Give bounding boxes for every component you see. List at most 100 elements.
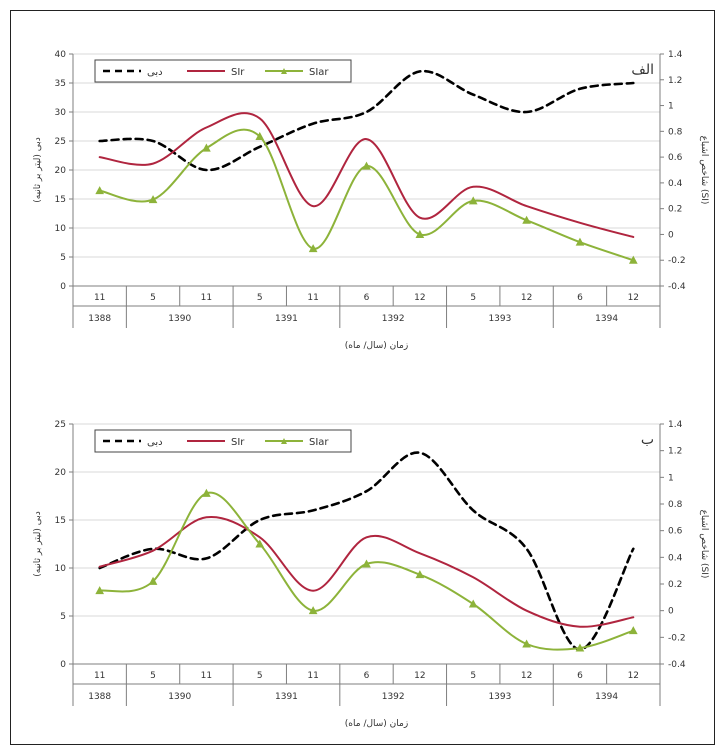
y-right-tick-label: 1 bbox=[668, 473, 674, 483]
data-point bbox=[415, 570, 425, 579]
legend-label-debi: دبی bbox=[147, 437, 163, 448]
y-left-tick-label: 25 bbox=[55, 137, 66, 147]
data-point bbox=[468, 599, 478, 608]
y-right-tick-label: 0 bbox=[668, 230, 674, 240]
x-tick-label: 12 bbox=[521, 671, 532, 681]
x-tick-label: 11 bbox=[201, 293, 212, 303]
y-left-tick-label: 40 bbox=[55, 50, 67, 60]
x-group-label: 1388 bbox=[88, 692, 111, 702]
data-point bbox=[255, 539, 265, 548]
y-right-tick-label: 0.4 bbox=[668, 179, 683, 189]
x-tick-label: 6 bbox=[364, 293, 370, 303]
chart-canvas: 0 5 10 15 20 25 30 35 40 -0.4 -0.2 0 0.2 0.4 0.6 0.8 1 1.… bbox=[33, 50, 709, 729]
x-tick-label: 5 bbox=[150, 671, 156, 681]
y-right-tick-label: 1.2 bbox=[668, 447, 682, 457]
x-tick-label: 12 bbox=[414, 671, 425, 681]
y-left-tick-label: 0 bbox=[60, 282, 66, 292]
y-right-tick-label: -0.4 bbox=[668, 282, 686, 292]
y-right-tick-label: -0.2 bbox=[668, 633, 686, 643]
y-right-tick-label: 0.6 bbox=[668, 527, 683, 537]
x-group-label: 1391 bbox=[275, 692, 298, 702]
data-point bbox=[468, 196, 478, 205]
legend-label-sir: SIr bbox=[231, 67, 245, 78]
y-left-tick-label: 30 bbox=[55, 108, 67, 118]
x-group-label: 1390 bbox=[168, 692, 191, 702]
data-point bbox=[95, 186, 105, 195]
data-point bbox=[148, 195, 158, 204]
x-tick-label: 5 bbox=[470, 293, 476, 303]
y-right-axis-title: شاخص اشباع (SI) bbox=[699, 136, 709, 205]
series-line-2 bbox=[98, 112, 635, 238]
x-group-label: 1394 bbox=[595, 314, 618, 324]
x-group-label: 1392 bbox=[382, 314, 405, 324]
legend: دبی SIr SIar bbox=[94, 429, 352, 453]
x-group-label: 1393 bbox=[488, 692, 511, 702]
legend-label-debi: دبی bbox=[147, 67, 163, 78]
data-point bbox=[415, 229, 425, 238]
y-left-tick-label: 5 bbox=[60, 612, 66, 622]
x-tick-label: 5 bbox=[257, 293, 263, 303]
y-right-tick-label: 0.2 bbox=[668, 580, 682, 590]
x-axis-title: زمان (سال/ ماه) bbox=[345, 341, 408, 351]
y-left-axis-title: دبی (لیتر بر ثانیه) bbox=[33, 137, 43, 203]
y-right-tick-label: 0.8 bbox=[668, 500, 683, 510]
legend-marker bbox=[281, 68, 287, 74]
x-group-label: 1392 bbox=[382, 692, 405, 702]
x-group-label: 1391 bbox=[275, 314, 298, 324]
y-left-tick-label: 15 bbox=[55, 195, 66, 205]
chart-panel-1: 0 5 10 15 20 25 30 35 40 -0.4 -0.2 0 0.2 0.4 0.6 0.8 1 1.… bbox=[33, 50, 709, 351]
series-line-3 bbox=[98, 128, 635, 262]
data-point bbox=[148, 576, 158, 585]
data-point bbox=[362, 559, 371, 568]
data-point bbox=[362, 161, 371, 170]
legend-marker bbox=[281, 438, 287, 444]
data-point bbox=[628, 255, 638, 264]
data-point bbox=[628, 626, 638, 635]
panel-label: ب bbox=[641, 432, 654, 448]
y-right-tick-label: 1.2 bbox=[668, 76, 682, 86]
legend-label-siar: SIar bbox=[309, 67, 329, 78]
chart-panel-2: 0 5 10 15 20 25 -0.4 -0.2 0 0.2 0.4 0.6 0.8 1 1.2 1.4 11… bbox=[33, 420, 709, 729]
data-point bbox=[308, 244, 318, 253]
data-point bbox=[522, 639, 531, 648]
x-tick-label: 12 bbox=[628, 293, 639, 303]
x-tick-label: 12 bbox=[414, 293, 425, 303]
x-tick-label: 5 bbox=[257, 671, 263, 681]
y-left-tick-label: 0 bbox=[60, 660, 66, 670]
y-right-tick-label: -0.4 bbox=[668, 660, 686, 670]
y-right-tick-label: 0.2 bbox=[668, 205, 682, 215]
x-tick-label: 5 bbox=[470, 671, 476, 681]
y-left-axis-title: دبی (لیتر بر ثانیه) bbox=[33, 511, 43, 577]
x-tick-label: 6 bbox=[577, 293, 583, 303]
series-line-1 bbox=[98, 69, 635, 172]
legend-label-sir: SIr bbox=[231, 437, 245, 448]
y-right-tick-label: 0.8 bbox=[668, 127, 683, 137]
series-line-2 bbox=[98, 516, 635, 628]
x-group-label: 1388 bbox=[88, 314, 111, 324]
legend-label-siar: SIar bbox=[309, 437, 329, 448]
legend: دبی SIr SIar bbox=[94, 59, 352, 83]
x-tick-label: 11 bbox=[94, 293, 105, 303]
data-point bbox=[308, 606, 318, 615]
x-tick-label: 11 bbox=[201, 671, 212, 681]
x-tick-label: 6 bbox=[577, 671, 583, 681]
series-line-1 bbox=[98, 451, 635, 651]
data-point bbox=[202, 488, 211, 497]
y-right-tick-label: 1.4 bbox=[668, 50, 683, 60]
x-tick-label: 11 bbox=[94, 671, 105, 681]
data-point bbox=[522, 215, 531, 224]
y-left-tick-label: 25 bbox=[55, 420, 66, 430]
y-right-axis-title: شاخص اشباع (SI) bbox=[699, 510, 709, 579]
y-left-tick-label: 20 bbox=[55, 166, 67, 176]
panel-label: الف bbox=[631, 62, 654, 78]
data-point bbox=[575, 237, 585, 246]
x-group-label: 1390 bbox=[168, 314, 191, 324]
y-right-tick-label: 0 bbox=[668, 607, 674, 617]
y-left-tick-label: 35 bbox=[55, 79, 66, 89]
y-left-tick-label: 10 bbox=[55, 564, 67, 574]
x-tick-label: 11 bbox=[307, 293, 318, 303]
x-group-label: 1394 bbox=[595, 692, 618, 702]
series-line-3 bbox=[98, 491, 635, 651]
x-tick-label: 12 bbox=[521, 293, 532, 303]
x-tick-label: 11 bbox=[307, 671, 318, 681]
